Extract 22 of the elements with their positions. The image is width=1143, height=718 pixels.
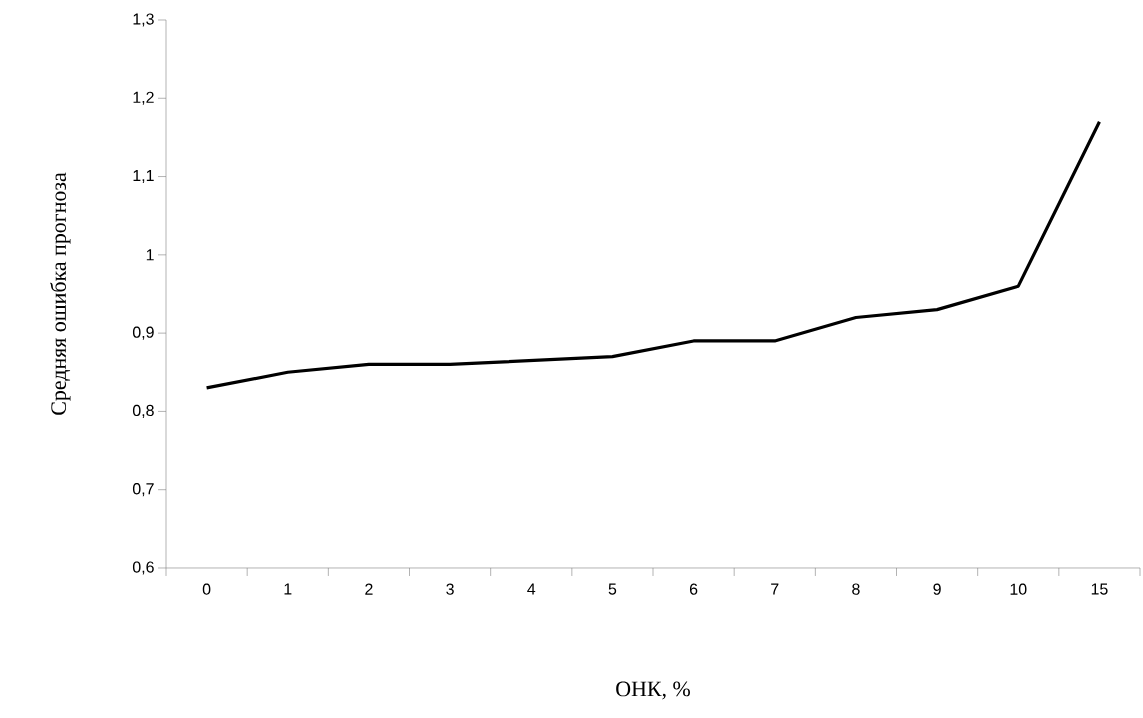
x-tick-label: 5 <box>608 583 617 595</box>
y-tick-label: 1,3 <box>133 13 154 27</box>
x-tick-label: 2 <box>365 583 373 595</box>
x-tick-label: 1 <box>284 583 292 595</box>
x-tick-label: 3 <box>446 583 454 595</box>
x-tick-label: 6 <box>689 583 698 595</box>
x-tick-label: 9 <box>933 583 941 595</box>
y-tick-label: 0,7 <box>132 483 154 497</box>
y-tick-label: 1,1 <box>133 170 154 184</box>
y-tick-label: 1 <box>146 249 154 261</box>
y-tick-label: 1,2 <box>133 91 154 105</box>
x-tick-label: 8 <box>852 583 860 595</box>
x-axis-title: ОНК, % <box>616 681 690 700</box>
x-tick-label: 0 <box>202 583 211 595</box>
x-tick-label: 15 <box>1091 583 1108 595</box>
x-tick-label: 4 <box>527 583 536 595</box>
y-tick-label: 0,9 <box>132 326 154 340</box>
y-tick-label: 0,8 <box>132 404 154 418</box>
x-tick-label: 10 <box>1010 583 1027 595</box>
y-tick-label: 0,6 <box>132 561 154 575</box>
x-tick-label: 7 <box>771 583 779 595</box>
y-axis-title: Средняя ошибка прогноза <box>50 172 71 415</box>
